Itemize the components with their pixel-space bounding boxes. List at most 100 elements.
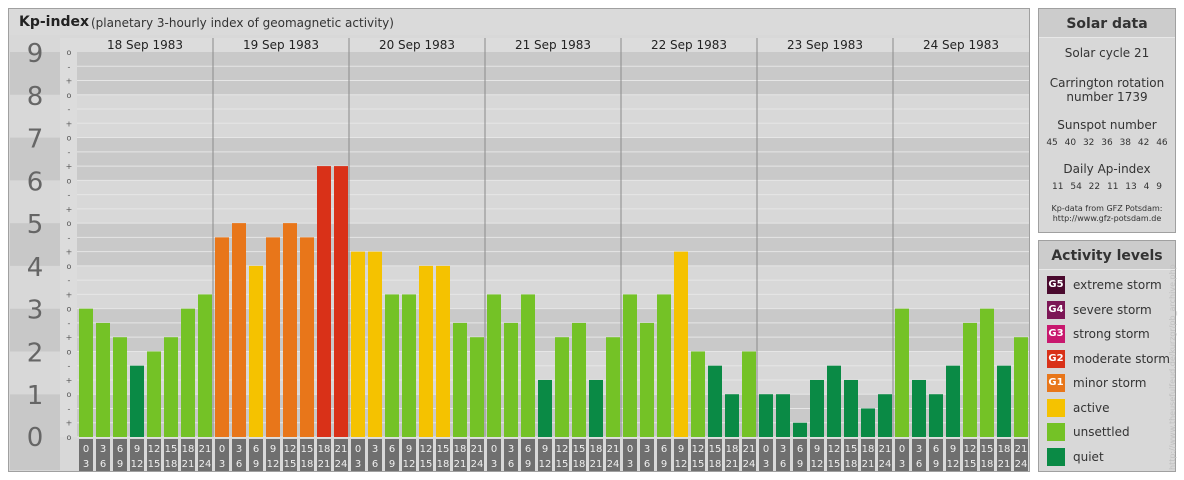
y-axis-band: [10, 394, 60, 470]
hour-start-label: 9: [814, 444, 820, 455]
hour-end-label: 24: [743, 459, 756, 470]
kp-bar: [810, 379, 824, 437]
hour-box: [912, 439, 926, 471]
hour-end-label: 18: [845, 459, 858, 470]
kp-bar: [708, 365, 722, 437]
kp-band: [77, 180, 1029, 224]
kp-bar: [249, 265, 263, 437]
ap-index-values: 11 54 22 11 13 4 9: [1052, 182, 1162, 192]
hour-box: [113, 439, 127, 471]
kp-bar: [470, 337, 484, 437]
hour-start-label: 3: [916, 444, 922, 455]
hour-start-label: 3: [780, 444, 786, 455]
day-label: 20 Sep 1983: [379, 38, 455, 52]
hour-end-label: 24: [471, 459, 484, 470]
hour-start-label: 18: [318, 444, 331, 455]
hour-end-label: 3: [899, 459, 905, 470]
hour-box: [504, 439, 518, 471]
hour-start-label: 15: [845, 444, 858, 455]
hour-end-label: 21: [998, 459, 1011, 470]
hour-box: [402, 439, 416, 471]
kp-band: [77, 52, 1029, 95]
hour-end-label: 15: [692, 459, 705, 470]
hour-end-label: 24: [199, 459, 212, 470]
hour-end-label: 6: [780, 459, 786, 470]
legend-swatch: [1047, 398, 1065, 417]
hour-box: [487, 439, 501, 471]
minor-mark: -: [68, 191, 71, 200]
kp-bar: [963, 322, 977, 437]
hour-start-label: 18: [726, 444, 739, 455]
hour-start-label: 3: [100, 444, 106, 455]
hour-start-label: 15: [301, 444, 314, 455]
hour-start-label: 15: [981, 444, 994, 455]
hour-end-label: 6: [236, 459, 242, 470]
hour-box: [538, 439, 552, 471]
hour-box: [606, 439, 620, 471]
kp-bar: [861, 408, 875, 437]
hour-end-label: 6: [100, 459, 106, 470]
hour-start-label: 15: [165, 444, 178, 455]
legend-swatch: G1: [1047, 374, 1065, 392]
legend-swatch: G5: [1047, 276, 1065, 294]
hour-end-label: 12: [131, 459, 144, 470]
hour-end-label: 9: [525, 459, 531, 470]
hour-end-label: 3: [219, 459, 225, 470]
y-tick-label: 2: [27, 338, 44, 368]
watermark-url: http://www.theusefulfeud.de/kurzgr/pb_ar…: [1168, 264, 1177, 470]
minor-mark: +: [66, 119, 73, 128]
chart-subtitle: (planetary 3-hourly index of geomagnetic…: [91, 16, 394, 30]
hour-box: [521, 439, 535, 471]
hour-box: [572, 439, 586, 471]
source-link[interactable]: http://www.gfz-potsdam.de: [1052, 214, 1162, 223]
ap-index-label: Daily Ap-index: [1063, 162, 1151, 176]
legend-label: active: [1073, 400, 1110, 415]
kp-bar: [538, 379, 552, 437]
hour-start-label: 21: [1015, 444, 1028, 455]
hour-box: [453, 439, 467, 471]
hour-box: [283, 439, 297, 471]
hour-box: [657, 439, 671, 471]
minor-mark: o: [67, 176, 72, 185]
hour-start-label: 9: [542, 444, 548, 455]
activity-levels-panel: Activity levels G5 extreme storm G4 severe …: [1038, 240, 1176, 472]
kp-bar: [691, 351, 705, 437]
hour-end-label: 9: [253, 459, 259, 470]
legend-swatch: [1047, 447, 1065, 466]
kp-bar: [980, 308, 994, 437]
y-axis-band: [10, 265, 60, 309]
day-label: 21 Sep 1983: [515, 38, 591, 52]
hour-start-label: 9: [270, 444, 276, 455]
minor-mark: o: [67, 134, 72, 143]
hour-box: [419, 439, 433, 471]
minor-mark: +: [66, 205, 73, 214]
hour-start-label: 3: [236, 444, 242, 455]
hour-end-label: 3: [627, 459, 633, 470]
legend-item: G4 severe storm: [1047, 300, 1152, 319]
hour-end-label: 21: [454, 459, 467, 470]
hour-box: [436, 439, 450, 471]
hour-box: [130, 439, 144, 471]
kp-bar: [742, 351, 756, 437]
hour-end-label: 18: [709, 459, 722, 470]
hour-start-label: 0: [763, 444, 769, 455]
hour-box: [793, 439, 807, 471]
hour-box: [334, 439, 348, 471]
hour-box: [79, 439, 93, 471]
minor-mark: -: [68, 62, 71, 71]
legend-item: unsettled: [1047, 423, 1130, 441]
y-tick-label: 7: [27, 125, 44, 155]
hour-box: [470, 439, 484, 471]
kp-bar: [504, 322, 518, 437]
hour-end-label: 24: [879, 459, 892, 470]
hour-start-label: 12: [420, 444, 433, 455]
kp-bar: [997, 365, 1011, 437]
hour-end-label: 3: [83, 459, 89, 470]
y-axis-band: [10, 38, 60, 52]
minor-mark: o: [67, 91, 72, 100]
hour-box: [844, 439, 858, 471]
sunspot-values: 45 40 32 36 38 42 46: [1046, 138, 1168, 148]
legend-item: active: [1047, 398, 1110, 417]
hour-box: [810, 439, 824, 471]
hour-start-label: 18: [590, 444, 603, 455]
